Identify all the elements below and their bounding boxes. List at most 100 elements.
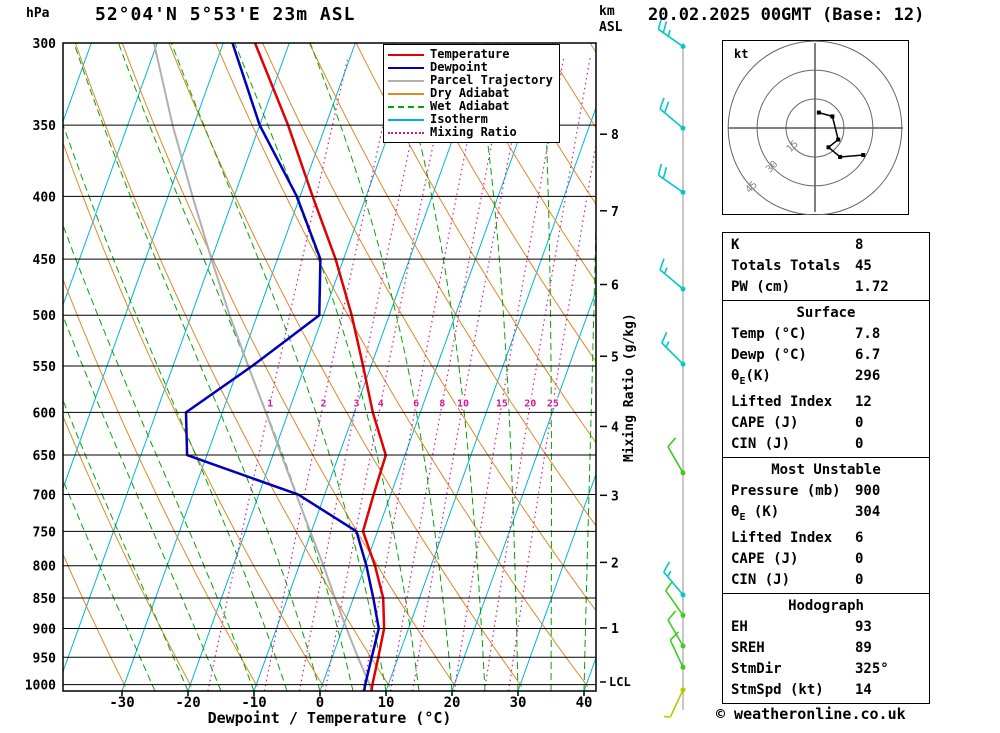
- km-tick-label: 2: [611, 556, 619, 571]
- dry-adiabat: [121, 43, 457, 688]
- row-label: CAPE (J): [731, 550, 799, 567]
- hodograph-unit-label: kt: [734, 47, 749, 61]
- theta-symbol: θ: [731, 368, 740, 384]
- table-row: Temp (°C) 7.8: [723, 324, 929, 345]
- dry-adiabat: [74, 43, 391, 688]
- dry-adiabat: [262, 43, 596, 612]
- temperature-curve: [253, 43, 388, 691]
- pressure-tick-label: 650: [33, 449, 57, 464]
- isotherm: [121, 43, 356, 691]
- mixing-ratio-line: [508, 140, 596, 691]
- legend: Temperature Dewpoint Parcel Trajectory D…: [383, 44, 560, 143]
- mixing-ratio-line: [207, 56, 349, 691]
- wet-adiabat: [170, 43, 387, 691]
- mixing-ratio-label: 2: [320, 398, 326, 409]
- wet-adiabat: [118, 43, 354, 691]
- isotherm: [319, 43, 554, 691]
- row-value: 304: [855, 503, 881, 520]
- legend-item-mixing-ratio: Mixing Ratio: [388, 126, 553, 139]
- row-value: 325°: [855, 660, 889, 677]
- theta-symbol: θ: [731, 503, 740, 520]
- row-value: 0: [855, 571, 864, 588]
- datetime-title: 20.02.2025 00GMT (Base: 12): [648, 5, 925, 25]
- wind-barb: [669, 631, 686, 670]
- dry-adiabat: [63, 553, 126, 688]
- legend-item-dewpoint: Dewpoint: [388, 61, 553, 74]
- row-value: 296: [855, 368, 881, 384]
- isotherm: [63, 43, 290, 674]
- temp-tick-label: -30: [109, 695, 134, 711]
- hodograph-trace-point: [830, 114, 835, 119]
- temp-tick-label: 10: [378, 695, 395, 711]
- temp-tick-label: 30: [510, 695, 527, 711]
- table-row: Totals Totals 45: [723, 256, 929, 277]
- pressure-axis-unit: hPa: [26, 6, 50, 21]
- table-row: Lifted Index 6: [723, 528, 929, 549]
- row-label: Totals Totals: [731, 258, 841, 274]
- isotherm: [517, 472, 596, 691]
- pressure-tick-label: 550: [33, 360, 57, 375]
- wind-barb: [663, 561, 686, 598]
- wet-adiabat: [63, 478, 156, 691]
- row-label: EH: [731, 618, 748, 635]
- isotherm: [385, 106, 596, 691]
- row-value: 8: [855, 237, 864, 253]
- km-tick-label: 1: [611, 622, 619, 637]
- dry-adiabat: [215, 43, 589, 688]
- lcl-label: LCL: [609, 675, 631, 689]
- km-axis-label-line1: km: [599, 4, 615, 19]
- table-row: θE (K) 304: [723, 502, 929, 528]
- wind-barb: [663, 687, 686, 718]
- km-tick-label: 4: [611, 420, 619, 435]
- wind-barb: [657, 17, 686, 50]
- mixing-ratio-label: 1: [267, 398, 273, 409]
- isotherm: [63, 43, 224, 490]
- dry-adiabat: [449, 43, 596, 283]
- parcel-trajectory-curve: [153, 43, 373, 691]
- mixing-ratio-line-swatch: [388, 131, 424, 134]
- section-title: Surface: [796, 305, 856, 321]
- wet-adiabat: [63, 223, 255, 691]
- dry-adiabat-line-swatch: [388, 92, 424, 95]
- wind-barb: [667, 437, 686, 476]
- table-row: StmDir 325°: [723, 659, 929, 680]
- pressure-tick-label: 600: [33, 406, 57, 421]
- mixing-ratio-line: [324, 56, 452, 691]
- legend-item-temperature: Temperature: [388, 48, 553, 61]
- row-label: CAPE (J): [731, 414, 799, 431]
- isotherm: [253, 43, 488, 691]
- mixing-ratio-label: 3: [353, 398, 359, 409]
- mixing-ratio-line: [390, 56, 510, 691]
- row-label: SREH: [731, 639, 765, 656]
- table-row: Pressure (mb) 900: [723, 481, 929, 502]
- mixing-ratio-label: 6: [413, 398, 419, 409]
- pressure-tick-label: 350: [33, 119, 57, 134]
- mixing-ratio-line: [263, 56, 399, 691]
- row-value: 14: [855, 681, 872, 698]
- wind-barb: [659, 258, 686, 292]
- wet-adiabat: [63, 398, 189, 691]
- temp-tick-label: 0: [316, 695, 324, 711]
- table-row: StmSpd (kt) 14: [723, 680, 929, 701]
- hodograph-trace-point: [836, 137, 841, 142]
- legend-label: Isotherm: [430, 112, 488, 126]
- mixing-ratio-label: 20: [524, 398, 536, 409]
- legend-label: Mixing Ratio: [430, 125, 517, 139]
- hodograph-trace-point: [816, 110, 821, 115]
- pressure-tick-label: 300: [33, 37, 57, 52]
- mixing-ratio-axis-label: Mixing Ratio (g/kg): [622, 313, 637, 462]
- station-title: 52°04'N 5°53'E 23m ASL: [95, 4, 356, 25]
- section-title: Most Unstable: [771, 461, 881, 478]
- hodograph-ring: [756, 69, 874, 187]
- wind-barb: [667, 610, 686, 649]
- row-value: 0: [855, 414, 864, 431]
- isotherm: [187, 43, 422, 691]
- km-tick-label: 6: [611, 279, 619, 294]
- row-value: 89: [855, 639, 872, 656]
- hodograph-trace: [818, 111, 864, 158]
- row-label: CIN (J): [731, 571, 791, 588]
- dry-adiabat: [308, 43, 596, 527]
- row-label-theta-e: θE(K): [723, 366, 855, 392]
